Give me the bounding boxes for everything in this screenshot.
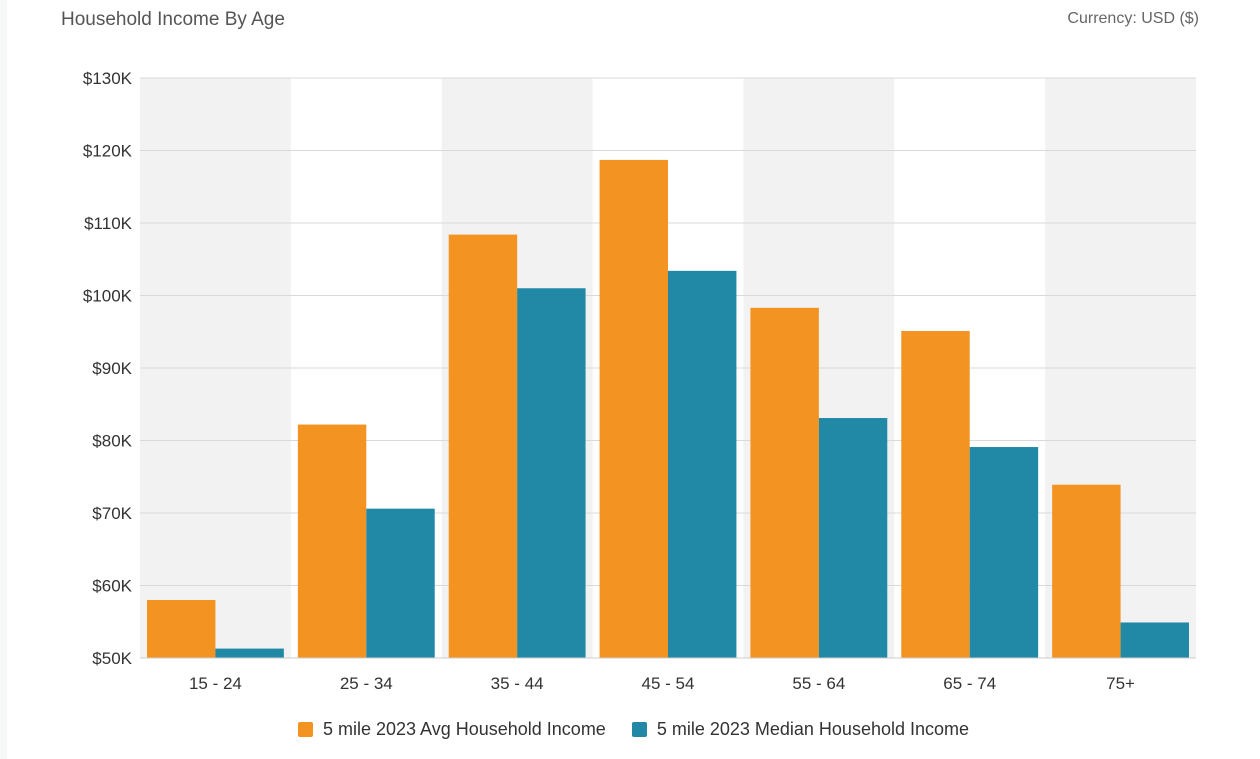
currency-label: Currency: USD ($) xyxy=(1067,10,1199,27)
y-tick-label: $100K xyxy=(83,287,133,306)
y-tick-label: $80K xyxy=(92,432,132,451)
x-tick-label: 55 - 64 xyxy=(792,674,845,693)
bar-avg xyxy=(901,331,970,658)
bar-median xyxy=(517,288,586,658)
legend: 5 mile 2023 Avg Household Income 5 mile … xyxy=(7,719,1260,740)
legend-swatch-avg xyxy=(297,722,313,737)
x-tick-label: 25 - 34 xyxy=(340,674,393,693)
bar-median xyxy=(969,447,1039,658)
bar-avg xyxy=(147,600,216,658)
y-tick-label: $70K xyxy=(92,504,132,523)
bar-median xyxy=(1120,622,1189,658)
bar-avg xyxy=(750,307,819,658)
x-tick-label: 15 - 24 xyxy=(189,674,242,693)
bar-avg xyxy=(297,424,367,658)
y-tick-label: $90K xyxy=(92,359,132,378)
chart-title: Household Income By Age xyxy=(61,9,285,30)
bar-avg xyxy=(599,159,668,659)
bar-median xyxy=(366,508,435,658)
y-tick-label: $110K xyxy=(84,214,133,233)
x-tick-label: 35 - 44 xyxy=(491,674,544,693)
x-tick-label: 45 - 54 xyxy=(642,674,695,693)
bar-chart: $50K $60K $70K $80K $90K $100K $110K $120K $130K… xyxy=(83,69,1196,693)
bar-avg xyxy=(448,234,518,658)
y-tick-label: $50K xyxy=(92,649,132,668)
bar-median xyxy=(668,270,737,658)
legend-item-avg[interactable]: 5 mile 2023 Avg Household Income xyxy=(297,719,606,740)
y-tick-label: $130K xyxy=(83,69,133,88)
legend-label-avg: 5 mile 2023 Avg Household Income xyxy=(322,719,606,739)
bar-median xyxy=(818,418,888,658)
legend-item-median[interactable]: 5 mile 2023 Median Household Income xyxy=(631,719,970,740)
x-tick-label: 65 - 74 xyxy=(943,674,996,693)
bar-avg xyxy=(1052,484,1121,658)
x-tick-label: 75+ xyxy=(1106,674,1135,693)
bar-median xyxy=(215,648,284,658)
chart-card: Household Income By Age Currency: USD ($… xyxy=(7,0,1260,759)
y-tick-label: $60K xyxy=(92,577,132,596)
legend-swatch-median xyxy=(631,722,647,737)
y-tick-label: $120K xyxy=(83,142,133,161)
legend-label-median: 5 mile 2023 Median Household Income xyxy=(656,719,970,739)
